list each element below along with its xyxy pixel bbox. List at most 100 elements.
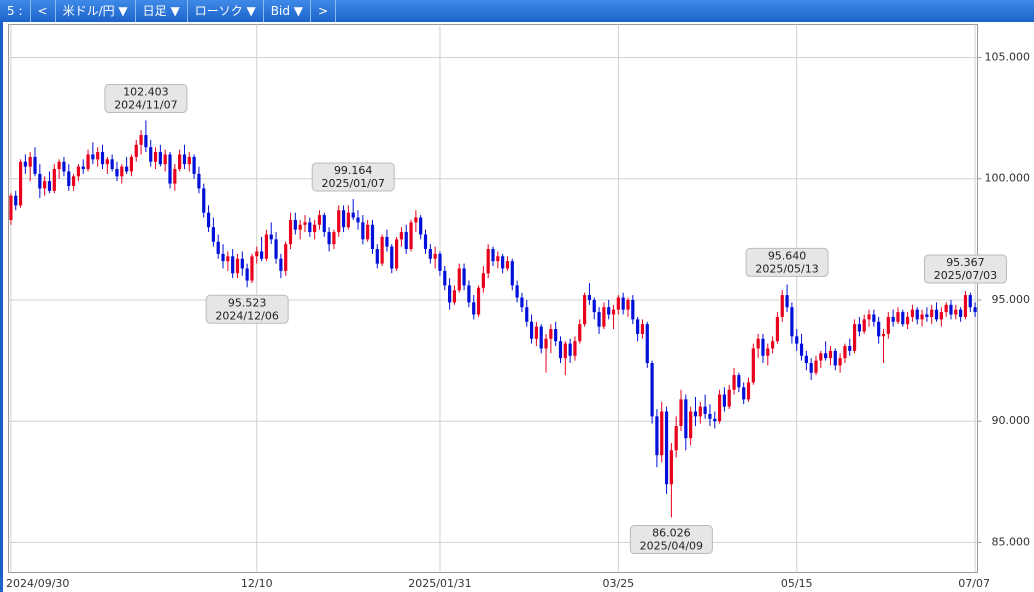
candle-body xyxy=(23,161,27,167)
candle-body xyxy=(216,241,220,254)
candle-body xyxy=(915,309,919,320)
candle-body xyxy=(558,341,563,359)
candle-body xyxy=(91,154,95,160)
candle-body xyxy=(930,309,934,317)
candle-body xyxy=(361,222,365,240)
candle-body xyxy=(491,249,495,262)
candle-body xyxy=(158,152,162,165)
candle-body xyxy=(62,161,66,172)
callout-date: 2025/04/09 xyxy=(640,540,703,553)
candle-body xyxy=(129,156,134,172)
candle-body xyxy=(664,411,669,485)
candle-body xyxy=(81,166,85,170)
candle-body xyxy=(173,169,177,184)
candle-body xyxy=(727,389,731,407)
candle-body xyxy=(86,154,90,170)
callout-date: 2024/11/07 xyxy=(114,98,177,111)
candle-body xyxy=(698,406,702,417)
candle-body xyxy=(824,353,828,359)
candle-body xyxy=(737,375,741,388)
callout-box xyxy=(923,254,1007,284)
candle-body xyxy=(144,135,148,148)
candle-body xyxy=(636,319,640,334)
candle-body xyxy=(804,355,808,363)
toolbar-item[interactable]: 5 : xyxy=(0,0,31,22)
callout-value: 102.403 xyxy=(123,85,169,98)
candle-body xyxy=(539,326,543,349)
candle-body xyxy=(799,343,804,356)
candle-body xyxy=(525,307,529,322)
toolbar-item[interactable]: Bid ▼ xyxy=(264,0,311,22)
candle-body xyxy=(814,360,818,373)
candle-body xyxy=(713,418,717,422)
candle-body xyxy=(640,324,645,334)
candle-body xyxy=(679,399,683,427)
candle-body xyxy=(655,416,659,456)
candle-body xyxy=(255,251,259,257)
candle-body xyxy=(616,297,620,310)
candle-body xyxy=(341,210,346,228)
candle-body xyxy=(872,314,876,322)
toolbar-item[interactable]: 米ドル/円 ▼ xyxy=(56,0,136,22)
callout-box xyxy=(104,83,188,113)
candle-body xyxy=(954,309,958,315)
candle-body xyxy=(771,341,775,349)
candle-body xyxy=(732,375,736,390)
candle-body xyxy=(621,297,625,310)
candle-body xyxy=(187,156,191,165)
candle-body xyxy=(134,144,138,157)
candle-body xyxy=(645,324,649,363)
candle-body xyxy=(317,215,322,225)
candle-body xyxy=(351,212,355,218)
candle-body xyxy=(428,249,432,259)
candle-body xyxy=(582,295,587,325)
candle-body xyxy=(47,181,52,191)
x-tick-label: 05/15 xyxy=(781,577,813,590)
toolbar-item[interactable]: 日足 ▼ xyxy=(136,0,188,22)
candle-body xyxy=(563,343,567,359)
candle-body xyxy=(452,290,457,303)
candle-body xyxy=(9,195,13,220)
candle-body xyxy=(925,314,929,317)
candle-body xyxy=(674,426,678,451)
candle-body xyxy=(510,261,514,286)
candle-body xyxy=(269,234,273,240)
candle-body xyxy=(602,307,606,327)
candle-body xyxy=(785,295,789,308)
candle-body xyxy=(944,304,948,313)
candle-body xyxy=(780,295,784,317)
toolbar-item[interactable]: > xyxy=(311,0,337,22)
candle-body xyxy=(221,253,225,262)
candle-body xyxy=(380,236,384,264)
candle-body xyxy=(443,270,447,286)
candle-body xyxy=(910,309,915,317)
callout-date: 2025/05/13 xyxy=(755,262,818,275)
candle-body xyxy=(14,195,18,206)
candle-body xyxy=(809,362,813,373)
callout-date: 2024/12/06 xyxy=(215,309,278,322)
candle-body xyxy=(920,314,924,320)
candle-body xyxy=(592,299,596,313)
candle-body xyxy=(717,394,722,422)
toolbar-item[interactable]: < xyxy=(31,0,56,22)
candle-body xyxy=(235,258,240,274)
callout-date: 2025/07/03 xyxy=(934,269,997,282)
candle-body xyxy=(43,181,47,189)
candle-body xyxy=(587,295,592,300)
candle-body xyxy=(881,333,886,337)
candle-body xyxy=(231,256,235,274)
candle-body xyxy=(96,152,100,160)
y-tick-label: 100.000 xyxy=(985,172,1031,185)
candle-body xyxy=(139,135,143,145)
candle-body xyxy=(795,336,799,344)
candle-body xyxy=(684,399,688,439)
candle-body xyxy=(867,314,871,320)
y-tick-label: 90.000 xyxy=(992,414,1031,427)
candle-body xyxy=(356,217,360,223)
candle-body xyxy=(370,224,375,250)
candle-body xyxy=(168,154,172,184)
candle-body xyxy=(554,329,558,342)
toolbar-item[interactable]: ローソク ▼ xyxy=(188,0,264,22)
